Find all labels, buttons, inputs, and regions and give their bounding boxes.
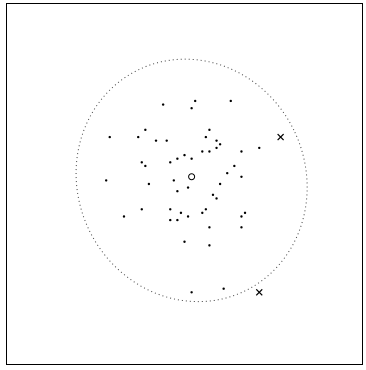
data-point: [218, 182, 222, 186]
data-point: [240, 150, 243, 153]
data-point: [190, 106, 193, 110]
data-point: [108, 135, 111, 139]
data-point: [201, 211, 204, 215]
data-point: [218, 143, 222, 146]
data-point: [190, 157, 193, 160]
data-point: [258, 146, 261, 150]
data-point: [169, 161, 172, 164]
data-point: [161, 103, 165, 106]
data-point: [154, 139, 158, 142]
data-point: [140, 161, 143, 164]
data-point: [169, 218, 172, 222]
data-point: [229, 99, 232, 103]
data-point: [222, 287, 225, 290]
data-point: [243, 211, 247, 215]
cross-point-marker: [255, 288, 263, 296]
data-point: [193, 99, 197, 103]
data-point: [211, 193, 215, 197]
data-point: [172, 179, 176, 182]
data-point: [144, 128, 147, 132]
data-point: [169, 208, 172, 211]
data-point: [208, 226, 211, 229]
data-point: [233, 164, 236, 168]
plot-frame: [6, 3, 363, 365]
data-point: [122, 215, 126, 218]
data-point: [176, 157, 179, 160]
data-point: [208, 150, 211, 153]
data-point: [183, 153, 186, 157]
points-layer: [104, 99, 285, 296]
data-point: [215, 197, 218, 200]
data-point: [179, 211, 183, 215]
data-point: [240, 175, 243, 178]
center-point-marker: [188, 173, 196, 181]
data-point: [137, 135, 140, 139]
data-point: [204, 135, 208, 139]
data-point: [186, 186, 190, 189]
data-point: [186, 215, 190, 218]
ellipse-outline: [75, 58, 308, 303]
data-point: [201, 150, 204, 153]
data-point: [147, 182, 151, 186]
data-point: [208, 128, 211, 132]
data-point: [165, 139, 168, 142]
data-point: [176, 218, 179, 222]
data-point: [183, 240, 186, 243]
data-point: [240, 215, 243, 218]
data-point: [215, 139, 218, 142]
data-point: [226, 171, 229, 175]
data-point: [176, 190, 179, 193]
data-point: [104, 179, 108, 182]
data-point: [190, 291, 193, 294]
cross-point-marker: [277, 133, 285, 141]
data-point: [140, 208, 143, 211]
data-point: [215, 146, 218, 150]
confidence-ellipse: [75, 58, 308, 303]
data-point: [144, 164, 147, 168]
data-point: [240, 226, 243, 229]
data-point: [204, 208, 208, 211]
data-point: [208, 244, 211, 247]
